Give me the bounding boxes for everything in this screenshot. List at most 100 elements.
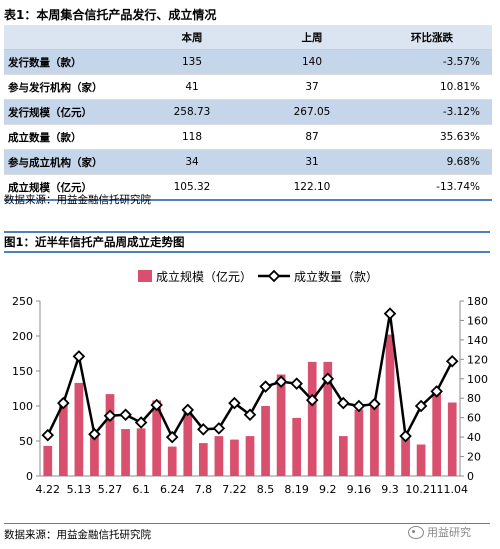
cell-this-week: 135 [132,49,252,75]
bar [90,432,99,476]
legend-marker [267,269,281,283]
figure-top-rule [4,231,490,233]
x-tick-label: 9.2 [319,483,337,496]
figure-source-note: 数据来源：用益金融信托研究院 [4,529,151,541]
bar [307,361,317,476]
figure-bottom-rule [4,523,490,524]
header-cell: 上周 [252,25,372,50]
line-point [212,422,226,435]
bar [183,411,193,476]
line-point [414,399,428,413]
line-point [197,423,210,436]
bar [276,374,286,476]
bar [136,428,146,476]
legend-label-bar: 成立规模（亿元） [156,269,252,284]
line-point [119,408,132,422]
cell-last-week: 31 [252,149,372,175]
row-label: 参与发行机构（家） [4,74,132,100]
row-label: 发行数量（款） [4,49,132,75]
x-tick-label: 5.27 [98,483,123,496]
cell-change: -13.74% [372,174,492,200]
row-label: 成立数量（款） [4,124,132,150]
bar [432,390,442,476]
bar [58,400,68,476]
x-tick-label: 6.1 [132,483,150,496]
bar [261,406,270,476]
wechat-icon [408,525,424,539]
table-row: 成立规模（亿元） 105.32 122.10 -13.74% [4,174,492,200]
bar [292,417,302,476]
bar [105,394,115,476]
row-label: 参与成立机构（家） [4,149,132,175]
cell-change: 10.81% [372,74,492,100]
bar-series [43,334,457,476]
x-tick-label: 6.24 [160,483,185,496]
table-row: 发行规模（亿元） 258.73 267.05 -3.12% [4,99,492,125]
x-tick-label: 4.22 [36,483,61,496]
cell-this-week: 258.73 [132,99,252,125]
table-row: 发行数量（款） 135 140 -3.57% [4,49,492,75]
y2-tick-label: 100 [467,373,488,386]
y2-tick-label: 160 [467,314,488,327]
y2-tick-label: 120 [467,353,488,366]
bar [385,334,395,476]
line-point [165,430,179,444]
x-tick-label: 7.8 [195,483,213,496]
y2-tick-label: 140 [467,334,488,347]
x-tick-label: 5.13 [67,483,92,496]
line-point [103,409,117,422]
chart-legend: 成立规模（亿元） 成立数量（款） [138,269,378,284]
cell-change: 35.63% [372,124,492,150]
bar [245,436,255,476]
table-row: 成立数量（款） 118 87 35.63% [4,124,492,150]
line-point [274,375,288,388]
y-tick-label: 0 [26,470,33,483]
bar [354,409,364,476]
x-tick-label: 8.5 [257,483,275,496]
row-label: 成立规模（亿元） [4,174,132,200]
line-point [321,372,335,386]
watermark: 用益研究 [408,524,471,540]
line-point [134,416,148,429]
line-point [243,408,257,422]
cell-last-week: 122.10 [252,174,372,200]
line-point [41,428,55,442]
table-title: 表1：本周集合信托产品发行、成立情况 [4,8,217,22]
line-point [259,380,272,393]
x-tick-label: 9.3 [381,483,399,496]
cell-last-week: 267.05 [252,99,372,125]
weekly-establishment-chart: 成立规模（亿元） 成立数量（款） 0 50 100 150 200 250 0 20 40 60 8… [12,269,488,496]
header-cell: 环比涨跌 [372,25,492,50]
line-point [399,429,412,443]
cell-last-week: 87 [252,124,372,150]
x-tick-label: 7.22 [222,483,247,496]
x-tick-label: 11.04 [436,483,468,496]
y-tick-label: 150 [12,365,33,378]
cell-this-week: 118 [132,124,252,150]
line-point [383,307,397,320]
cell-last-week: 140 [252,49,372,75]
table-header-row: 本周 上周 环比涨跌 [4,25,492,50]
table-row: 参与发行机构（家） 41 37 10.81% [4,74,492,100]
bar [230,439,239,476]
line-point [57,396,70,410]
bar [43,445,53,476]
header-cell: 本周 [132,25,252,50]
y2-tick-label: 40 [467,431,481,444]
cell-this-week: 34 [132,149,252,175]
bar [416,444,426,476]
y2-tick-label: 80 [467,392,481,405]
y2-tick-label: 0 [467,470,474,483]
cell-change: 9.68% [372,149,492,175]
line-point [445,355,459,368]
y2-tick-label: 20 [467,451,481,464]
y-tick-label: 100 [12,400,33,413]
line-point [72,350,86,363]
header-cell [4,25,132,50]
line-point [337,396,350,410]
x-tick-label: 9.16 [347,483,372,496]
bar [152,400,162,476]
issuance-table: 本周 上周 环比涨跌 发行数量（款） 135 140 -3.57% 参与发行机构… [4,25,492,201]
legend-bar-swatch [138,270,152,282]
y-tick-label: 200 [12,330,33,343]
